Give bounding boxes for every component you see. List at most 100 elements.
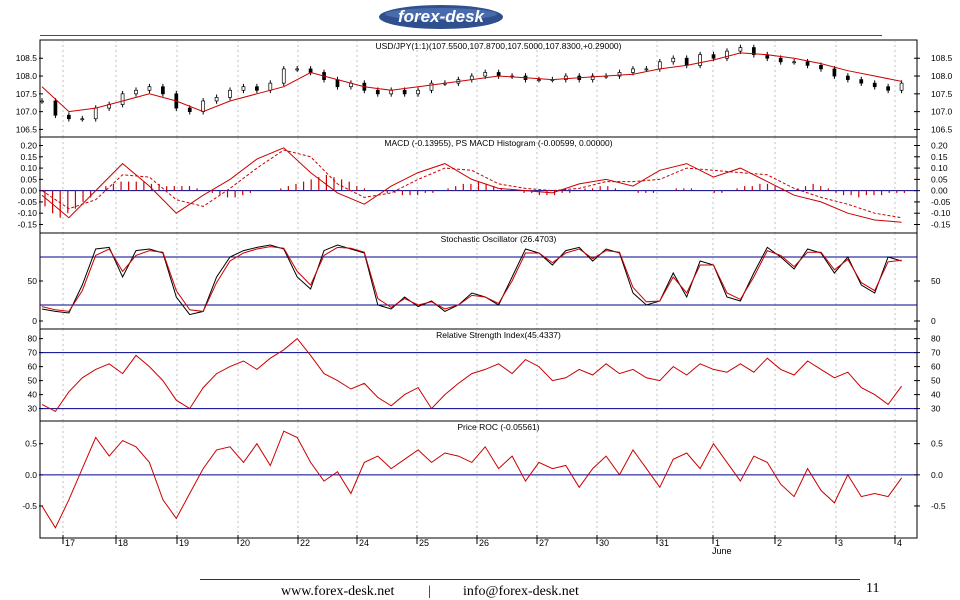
y-tick-label: 0.20 [931, 141, 948, 151]
y-tick-label: 107.5 [16, 89, 38, 99]
x-tick-label: 1 [715, 538, 720, 548]
x-tick-label: 25 [419, 538, 429, 548]
y-tick-label: 106.5 [931, 124, 953, 134]
y-tick-label: 0.05 [931, 174, 948, 184]
panel-4: Price ROC (-0.05561) 0.5 0.5 0.0 0.0 -0.5 -0.5 [22, 420, 946, 539]
price-candle [80, 118, 85, 121]
price-candle [684, 57, 689, 66]
y-tick-label: 0.00 [20, 186, 37, 196]
panel-frame [39, 328, 918, 422]
y-tick-label: 0.10 [931, 163, 948, 173]
price-candle [375, 89, 380, 95]
y-tick-label: -0.15 [18, 219, 38, 229]
series-line-moving-average [41, 52, 902, 113]
price-candle [241, 86, 246, 91]
price-candle [161, 86, 165, 95]
y-tick-label: 108.0 [931, 71, 953, 81]
price-candle [859, 79, 864, 84]
footer-separator: | [428, 584, 431, 599]
x-tick-label: 22 [300, 538, 310, 548]
price-candle [563, 75, 568, 80]
y-tick-label: 0.5 [25, 439, 37, 449]
price-candle [429, 82, 434, 91]
y-tick-label: -0.5 [22, 501, 37, 511]
y-tick-label: 0.5 [931, 439, 943, 449]
price-candle [751, 47, 756, 56]
price-candle [792, 61, 796, 64]
x-tick-label: 3 [838, 538, 843, 548]
price-candle [725, 50, 729, 59]
y-tick-label: 108.5 [16, 53, 38, 63]
header-divider [40, 35, 882, 36]
y-tick-label: -0.15 [931, 219, 951, 229]
footer-website-link[interactable]: www.forex-desk.net [281, 584, 395, 599]
y-tick-label: 0.00 [931, 186, 948, 196]
footer-email-link[interactable]: info@forex-desk.net [463, 584, 579, 599]
y-tick-label: -0.05 [18, 197, 38, 207]
x-tick-label: 18 [118, 538, 128, 548]
price-candle [281, 68, 286, 84]
x-tick-label: 4 [897, 538, 902, 548]
y-tick-label: 108.5 [931, 53, 953, 63]
y-tick-label: -0.10 [18, 208, 38, 218]
price-candle [187, 107, 192, 112]
y-tick-label: 70 [28, 348, 38, 358]
logo-text: forex-desk [398, 7, 486, 26]
price-candle [93, 107, 98, 120]
price-candle [631, 68, 635, 73]
price-candle [671, 57, 676, 63]
panel-title: Stochastic Oscillator (26.4703) [441, 234, 557, 244]
panel-title: Relative Strength Index(45.4337) [436, 330, 561, 340]
price-candle [778, 57, 783, 63]
y-tick-label: 107.0 [931, 107, 953, 117]
y-tick-label: 60 [28, 362, 38, 372]
y-tick-label: -0.5 [931, 501, 946, 511]
x-tick-label: 17 [65, 538, 75, 548]
price-candle [228, 89, 232, 98]
y-tick-label: 108.0 [16, 71, 38, 81]
series-line-rsi [41, 337, 903, 413]
y-tick-label: 0.15 [20, 152, 37, 162]
y-tick-label: 50 [28, 376, 38, 386]
x-tick-label: 31 [659, 538, 669, 548]
price-candle [120, 93, 125, 105]
price-candle [416, 89, 420, 95]
price-candle [389, 89, 394, 95]
series-line--d [41, 246, 902, 312]
x-tick-label: 26 [479, 538, 489, 548]
x-month-label: June [712, 546, 732, 556]
y-tick-label: 0.0 [931, 470, 943, 480]
panel-0: USD/JPY(1:1)(107.5500,107.8700,107.5000,… [16, 39, 953, 138]
panel-title: MACD (-0.13955), PS MACD Histogram (-0.0… [384, 138, 612, 148]
panel-title: USD/JPY(1:1)(107.5500,107.8700,107.5000,… [376, 41, 622, 51]
price-candle [295, 68, 300, 71]
price-candle [255, 86, 259, 91]
x-tick-label: 19 [179, 538, 189, 548]
x-tick-label: 24 [359, 538, 369, 548]
panel-3: Relative Strength Index(45.4337) 80 80 70 70… [28, 328, 941, 422]
price-candle [872, 82, 877, 88]
price-candle [40, 100, 44, 103]
x-tick-label: 2 [777, 538, 782, 548]
y-tick-label: 0.0 [25, 470, 37, 480]
forex-desk-logo: forex-desk [378, 4, 504, 30]
price-candle [590, 75, 595, 80]
price-candle [657, 61, 662, 70]
price-candle [53, 100, 58, 116]
panel-title: Price ROC (-0.05561) [457, 422, 539, 432]
price-candle [644, 68, 649, 71]
price-candle [483, 72, 488, 77]
y-tick-label: 0.15 [931, 152, 948, 162]
price-candle [805, 61, 810, 66]
price-candle [698, 54, 702, 66]
price-candle [738, 47, 743, 52]
price-candle [147, 86, 152, 91]
price-candle [402, 89, 407, 95]
y-tick-label: 107.5 [931, 89, 953, 99]
price-candle [335, 79, 340, 88]
panel-frame [39, 39, 918, 138]
y-tick-label: 30 [28, 404, 38, 414]
price-candle [67, 114, 71, 120]
page-number: 11 [866, 581, 880, 596]
y-tick-label: 0.10 [20, 163, 37, 173]
